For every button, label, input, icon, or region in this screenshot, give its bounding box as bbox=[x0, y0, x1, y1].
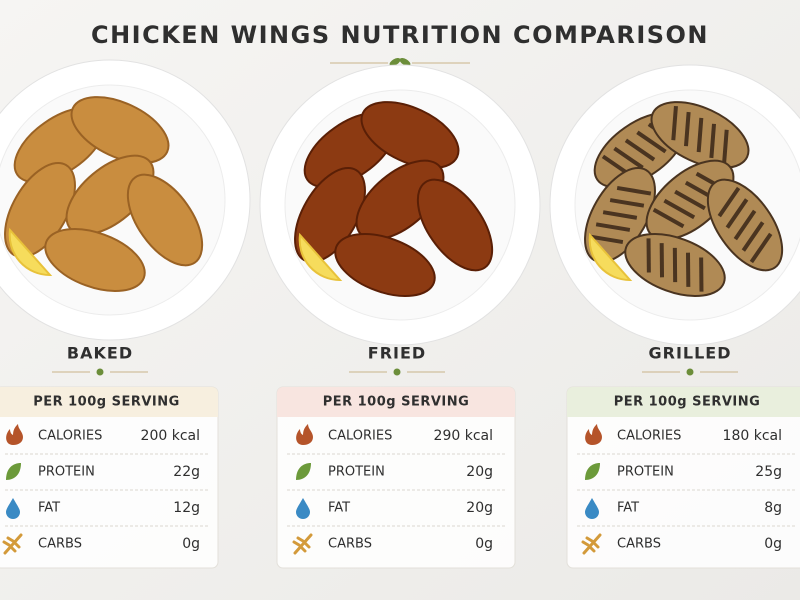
grill-mark bbox=[717, 186, 741, 218]
card-header bbox=[0, 387, 218, 417]
grill-mark bbox=[733, 209, 757, 241]
nutrient-label: CALORIES bbox=[617, 429, 681, 444]
wing bbox=[44, 228, 146, 292]
nutrient-icon bbox=[6, 463, 21, 480]
nutrient-label: CALORIES bbox=[328, 429, 392, 444]
nutrient-label: CARBS bbox=[617, 537, 661, 552]
grill-mark bbox=[613, 146, 644, 170]
grill-mark bbox=[709, 123, 717, 159]
serving-label: PER 100g SERVING bbox=[323, 395, 470, 410]
nutrient-value: 22g bbox=[173, 464, 200, 480]
grill-mark bbox=[699, 257, 704, 292]
name-leaf bbox=[686, 368, 694, 376]
nutrient-label: PROTEIN bbox=[38, 465, 95, 480]
card-header bbox=[567, 387, 800, 417]
method-name: GRILLED bbox=[648, 344, 731, 363]
nutrient-value: 180 kcal bbox=[723, 428, 782, 444]
grill-mark bbox=[616, 185, 652, 196]
plate bbox=[0, 59, 251, 341]
grill-mark bbox=[696, 117, 704, 153]
grill-mark bbox=[659, 243, 665, 278]
plate bbox=[549, 64, 800, 346]
name-leaf bbox=[96, 368, 104, 376]
nutrient-icon bbox=[585, 498, 599, 519]
name-leaf bbox=[393, 368, 401, 376]
nutrient-icon bbox=[2, 533, 23, 555]
grill-mark bbox=[602, 210, 638, 220]
grill-mark bbox=[588, 234, 624, 245]
lemon bbox=[588, 232, 633, 282]
lemon bbox=[298, 232, 343, 282]
card-header bbox=[277, 387, 515, 417]
serving-label: PER 100g SERVING bbox=[614, 395, 761, 410]
nutrient-value: 20g bbox=[466, 464, 493, 480]
grill-mark bbox=[683, 111, 691, 147]
wing bbox=[70, 96, 170, 164]
nutrient-value: 290 kcal bbox=[434, 428, 493, 444]
grill-mark bbox=[595, 222, 631, 232]
grill-mark bbox=[609, 198, 645, 208]
title: CHICKEN WINGS NUTRITION COMPARISON bbox=[91, 21, 709, 49]
nutrient-label: CALORIES bbox=[38, 429, 102, 444]
nutrient-label: CARBS bbox=[328, 537, 372, 552]
nutrient-label: FAT bbox=[617, 501, 639, 516]
nutrient-value: 200 kcal bbox=[141, 428, 200, 444]
divider bbox=[330, 58, 470, 66]
grill-mark bbox=[672, 247, 678, 283]
nutrient-icon bbox=[296, 498, 310, 519]
nutrient-icon bbox=[585, 424, 602, 445]
grill-mark bbox=[722, 129, 729, 165]
wing bbox=[360, 101, 460, 169]
nutrient-value: 25g bbox=[755, 464, 782, 480]
nutrient-label: FAT bbox=[38, 501, 60, 516]
nutrient-icon bbox=[292, 533, 313, 555]
serving-label: PER 100g SERVING bbox=[33, 395, 180, 410]
method-name: FRIED bbox=[368, 344, 426, 363]
nutrient-icon bbox=[6, 498, 20, 519]
wing bbox=[126, 173, 204, 267]
nutrient-label: PROTEIN bbox=[328, 465, 385, 480]
wing bbox=[334, 233, 436, 297]
nutrient-icon bbox=[6, 424, 24, 445]
nutrient-icon bbox=[581, 533, 602, 555]
grill-mark bbox=[663, 198, 696, 220]
nutrient-value: 8g bbox=[764, 500, 782, 516]
grill-mark bbox=[749, 232, 773, 264]
nutrient-value: 20g bbox=[466, 500, 493, 516]
nutrient-icon bbox=[296, 424, 313, 445]
nutrient-value: 0g bbox=[182, 536, 200, 552]
plate bbox=[259, 64, 541, 346]
nutrient-label: CARBS bbox=[38, 537, 82, 552]
grill-mark bbox=[624, 138, 656, 162]
grill-mark bbox=[652, 207, 685, 229]
grill-mark bbox=[685, 252, 691, 287]
method-name: BAKED bbox=[67, 344, 133, 363]
nutrient-value: 0g bbox=[764, 536, 782, 552]
wing bbox=[416, 178, 494, 272]
grill-mark bbox=[646, 238, 651, 273]
grill-mark bbox=[725, 198, 749, 229]
grill-mark bbox=[636, 130, 667, 154]
nutrient-icon bbox=[585, 463, 600, 480]
nutrient-value: 12g bbox=[173, 500, 200, 516]
lemon bbox=[8, 227, 53, 277]
nutrient-label: PROTEIN bbox=[617, 465, 674, 480]
grill-mark bbox=[674, 189, 706, 211]
nutrient-label: FAT bbox=[328, 501, 350, 516]
grill-mark bbox=[741, 221, 765, 252]
grill-mark bbox=[671, 105, 678, 141]
nutrient-icon bbox=[296, 463, 311, 480]
nutrient-value: 0g bbox=[475, 536, 493, 552]
